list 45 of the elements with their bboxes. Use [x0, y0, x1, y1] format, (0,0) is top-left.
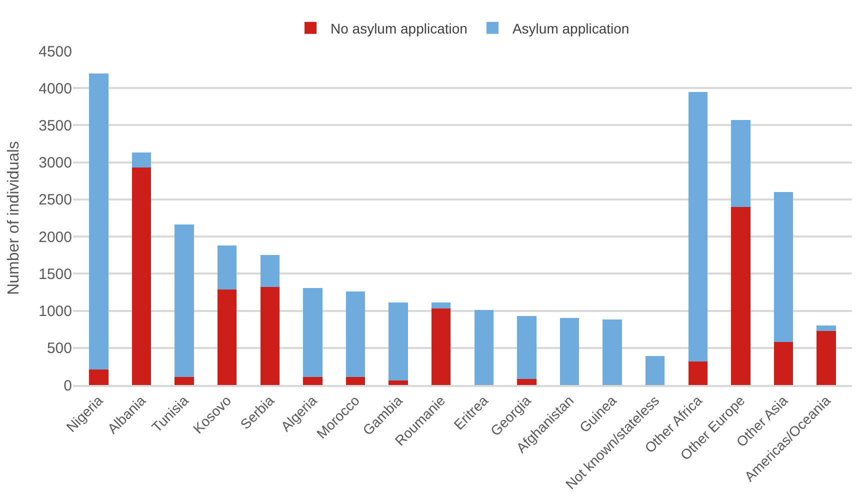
- bar: [217, 289, 237, 385]
- bar: [260, 255, 280, 288]
- bar: [346, 376, 366, 385]
- bar: [303, 376, 322, 385]
- bar: [89, 369, 108, 385]
- bar: [303, 288, 322, 377]
- y-tick-label: 4000: [38, 80, 72, 98]
- y-tick-label: 1000: [38, 303, 72, 320]
- bar: [474, 310, 494, 385]
- y-axis-title: Number of individuals: [6, 141, 23, 295]
- bar: [602, 320, 622, 385]
- bar: [731, 120, 750, 207]
- y-tick-label: 1500: [38, 266, 72, 283]
- bar: [174, 376, 194, 385]
- bar: [688, 92, 708, 362]
- bar: [174, 224, 194, 377]
- bar: [774, 192, 794, 342]
- bar: [731, 206, 750, 385]
- bar: [217, 245, 237, 290]
- y-tick-label: 2000: [38, 228, 72, 246]
- bar: [89, 73, 108, 370]
- bar: [645, 356, 665, 385]
- bar: [388, 302, 408, 381]
- bar: [517, 379, 536, 385]
- bar: [560, 318, 580, 385]
- bar: [517, 316, 536, 380]
- bar: [688, 361, 708, 385]
- y-tick-label: 4500: [38, 43, 72, 60]
- bar: [260, 287, 280, 385]
- y-tick-label: 3000: [38, 154, 72, 172]
- legend-label: No asylum application: [330, 20, 468, 36]
- bar: [132, 168, 152, 385]
- bar: [774, 342, 794, 385]
- bar: [132, 152, 152, 168]
- bar: [346, 291, 366, 377]
- y-tick-label: 3500: [38, 117, 72, 134]
- bar: [816, 326, 836, 331]
- y-tick-label: 500: [46, 340, 72, 358]
- legend-label: Asylum application: [512, 20, 630, 36]
- y-tick-label: 2500: [38, 192, 72, 209]
- bar: [431, 308, 451, 385]
- bar: [388, 380, 408, 385]
- y-tick-label: 0: [64, 377, 72, 394]
- bar: [431, 302, 451, 309]
- bar: [816, 330, 836, 385]
